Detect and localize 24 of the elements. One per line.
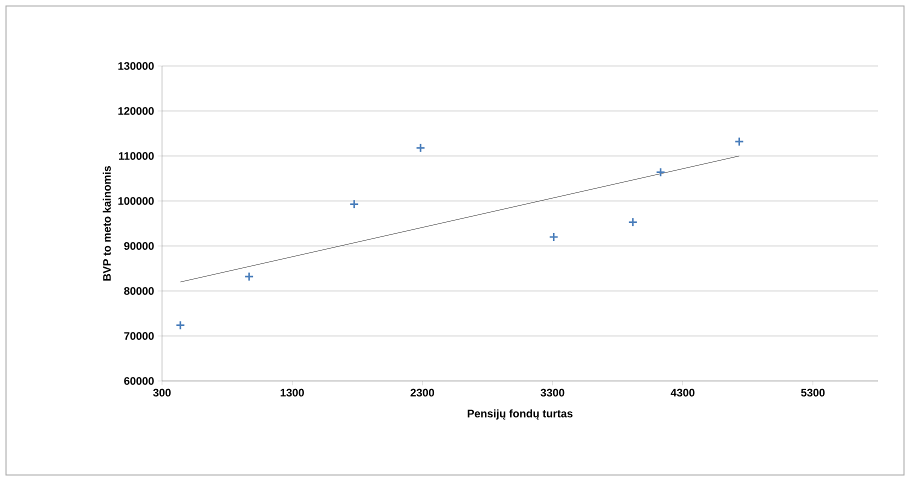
- x-tick-label: 5300: [801, 388, 825, 397]
- point: [656, 167, 666, 177]
- y-tick-label: 100000: [118, 197, 154, 205]
- x-tick-label: 300: [153, 388, 171, 397]
- y-tick-label: 130000: [118, 62, 154, 70]
- x-tick-label: 3300: [540, 388, 564, 397]
- y-tick-label: 70000: [124, 332, 154, 340]
- point: [734, 136, 744, 146]
- point: [349, 199, 359, 209]
- point: [628, 217, 638, 227]
- y-tick-label: 110000: [118, 152, 154, 160]
- point: [416, 143, 426, 153]
- x-axis-title: Pensijų fondų turtas: [468, 409, 573, 420]
- y-tick-label: 90000: [124, 242, 154, 250]
- y-axis-title: BVP to meto kainomis: [102, 166, 111, 281]
- point: [176, 320, 186, 330]
- y-tick-label: 60000: [124, 377, 154, 385]
- y-tick-label: 120000: [118, 107, 154, 115]
- x-tick-label: 4300: [670, 388, 694, 397]
- x-tick-label: 1300: [280, 388, 304, 397]
- point: [548, 232, 559, 242]
- point: [244, 272, 254, 282]
- y-tick-label: 80000: [124, 287, 154, 295]
- x-tick-label: 2300: [410, 388, 434, 397]
